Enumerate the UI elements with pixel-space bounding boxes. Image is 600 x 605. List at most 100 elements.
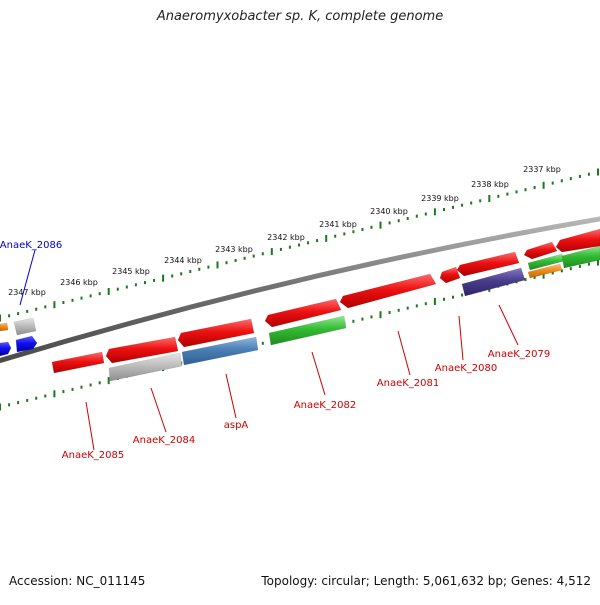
label-leader-line: [498, 304, 519, 346]
outer-ruler-minor-tick: [144, 281, 146, 285]
gene-arrow-aspa-feature[interactable]: [181, 336, 259, 366]
outer-ruler-minor-tick: [26, 309, 29, 313]
gene-arrow-2077-feature-green[interactable]: [561, 245, 600, 269]
outer-ruler-minor-tick: [116, 287, 119, 291]
inner-ruler-minor-tick: [560, 269, 563, 273]
inner-ruler-minor-tick: [35, 396, 38, 400]
gene-arrow-2078-feature-orange[interactable]: [527, 263, 563, 279]
inner-ruler-major-tick: [53, 390, 56, 398]
gene-label[interactable]: AnaeK_2079: [488, 349, 550, 360]
gene-label[interactable]: AnaeK_2085: [62, 450, 124, 461]
outer-ruler-major-tick: [53, 301, 56, 309]
outer-ruler-minor-tick: [207, 265, 210, 269]
inner-ruler-minor-tick: [98, 381, 101, 385]
outer-ruler-minor-tick: [8, 314, 11, 318]
gene-arrow-2078-partial[interactable]: [523, 241, 558, 260]
inner-ruler-minor-tick: [524, 278, 527, 282]
gene-arrow-blue-left[interactable]: [0, 341, 12, 357]
gene-arrow-anaek-2082-feature[interactable]: [268, 315, 347, 346]
outer-ruler-minor-tick: [125, 285, 128, 289]
gene-arrow-aspa[interactable]: [177, 318, 255, 348]
inner-ruler-minor-tick: [17, 401, 20, 405]
inner-ruler-minor-tick: [44, 394, 47, 398]
outer-ruler-major-tick: [542, 181, 545, 189]
gene-arrow-anaek-2085[interactable]: [51, 351, 105, 374]
ruler-label: 2343 kbp: [215, 245, 253, 254]
gene-arrow-anaek-2084-feature[interactable]: [108, 352, 183, 382]
ruler-label: 2346 kbp: [60, 278, 98, 287]
gene-arrow-anaek-2081[interactable]: [339, 273, 437, 309]
outer-ruler-minor-tick: [452, 205, 454, 209]
gene-labels: AnaeK_2086 AnaeK_2085 AnaeK_2084 aspA AnaeK_…: [0, 240, 550, 461]
outer-ruler-minor-tick: [89, 294, 92, 298]
ruler-label: 2338 kbp: [471, 180, 509, 189]
gene-label[interactable]: AnaeK_2082: [294, 400, 356, 411]
gene-arrow-anaek-2080[interactable]: [439, 266, 461, 284]
outer-ruler-major-tick: [325, 234, 328, 242]
gene-label[interactable]: aspA: [224, 420, 249, 431]
outer-ruler-major-tick: [433, 208, 436, 216]
gene-arrow-2077-partial[interactable]: [555, 228, 600, 253]
gene-arrow-anaek-2086[interactable]: [13, 317, 37, 336]
inner-ruler-minor-tick: [261, 341, 264, 345]
outer-ruler-minor-tick: [461, 203, 464, 207]
inner-ruler-minor-tick: [415, 304, 418, 308]
inner-ruler-minor-tick: [587, 262, 590, 266]
outer-ruler-major-tick: [216, 261, 219, 269]
outer-ruler-minor-tick: [569, 177, 572, 181]
outer-ruler-minor-tick: [406, 217, 409, 220]
inner-ruler-minor-tick: [26, 398, 29, 402]
gene-arrow-anaek-2082[interactable]: [264, 298, 342, 328]
inner-ruler-minor-tick: [551, 271, 554, 275]
outer-ruler-minor-tick: [98, 292, 101, 296]
gene-arrow-anaek-2080-feature[interactable]: [461, 267, 526, 297]
outer-ruler-major-tick: [270, 248, 273, 256]
gene-label[interactable]: AnaeK_2086: [0, 240, 62, 251]
gene-arrow-anaek-2084[interactable]: [105, 336, 179, 364]
outer-ruler-minor-tick: [587, 172, 590, 176]
outer-ruler-minor-tick: [443, 208, 445, 212]
gene-label[interactable]: AnaeK_2084: [133, 435, 195, 446]
outer-ruler-minor-tick: [279, 247, 282, 251]
outer-ruler-major-tick: [379, 221, 382, 229]
label-leader-line: [397, 330, 411, 376]
inner-ruler-minor-tick: [62, 390, 65, 394]
inner-ruler-minor-tick: [406, 306, 409, 310]
outer-ruler-minor-tick: [288, 245, 291, 249]
outer-ruler-minor-tick: [506, 192, 509, 196]
inner-ruler-minor-tick: [8, 403, 11, 407]
ruler-label: 2347 kbp: [8, 288, 46, 297]
outer-ruler-minor-tick: [343, 232, 346, 236]
outer-ruler-minor-tick: [261, 252, 264, 256]
outer-ruler-minor-tick: [71, 298, 74, 302]
outer-ruler-minor-tick: [35, 307, 38, 311]
outer-ruler-minor-tick: [352, 230, 355, 234]
inner-ruler-minor-tick: [397, 308, 400, 312]
inner-ruler-minor-tick: [424, 302, 427, 306]
genome-backbone: [0, 216, 600, 364]
outer-ruler-minor-tick: [243, 256, 246, 260]
outer-ruler-minor-tick: [424, 212, 427, 216]
gene-arrow-blue-right[interactable]: [15, 335, 38, 353]
outer-ruler-minor-tick: [470, 201, 473, 205]
gene-arrow-2087-orange[interactable]: [0, 322, 9, 332]
label-leader-line: [150, 387, 167, 433]
outer-ruler-minor-tick: [524, 188, 527, 192]
gene-arrow-anaek-2079[interactable]: [456, 251, 520, 277]
outer-ruler-minor-tick: [17, 312, 20, 316]
label-leader-line: [458, 315, 464, 361]
inner-ruler-minor-tick: [452, 295, 454, 299]
label-leader-line: [225, 373, 237, 419]
outer-ruler-minor-tick: [134, 283, 137, 287]
outer-ruler-minor-tick: [298, 243, 300, 247]
genome-summary-text: Topology: circular; Length: 5,061,632 bp…: [261, 574, 591, 588]
label-leader-line: [85, 401, 95, 451]
outer-ruler-major-tick: [107, 288, 110, 295]
ruler-label: 2337 kbp: [523, 165, 561, 174]
gene-label[interactable]: AnaeK_2081: [377, 378, 439, 389]
gene-label[interactable]: AnaeK_2080: [435, 363, 497, 374]
outer-ruler-minor-tick: [189, 270, 192, 273]
outer-ruler-major-tick: [162, 274, 165, 282]
outer-ruler-minor-tick: [62, 301, 65, 304]
